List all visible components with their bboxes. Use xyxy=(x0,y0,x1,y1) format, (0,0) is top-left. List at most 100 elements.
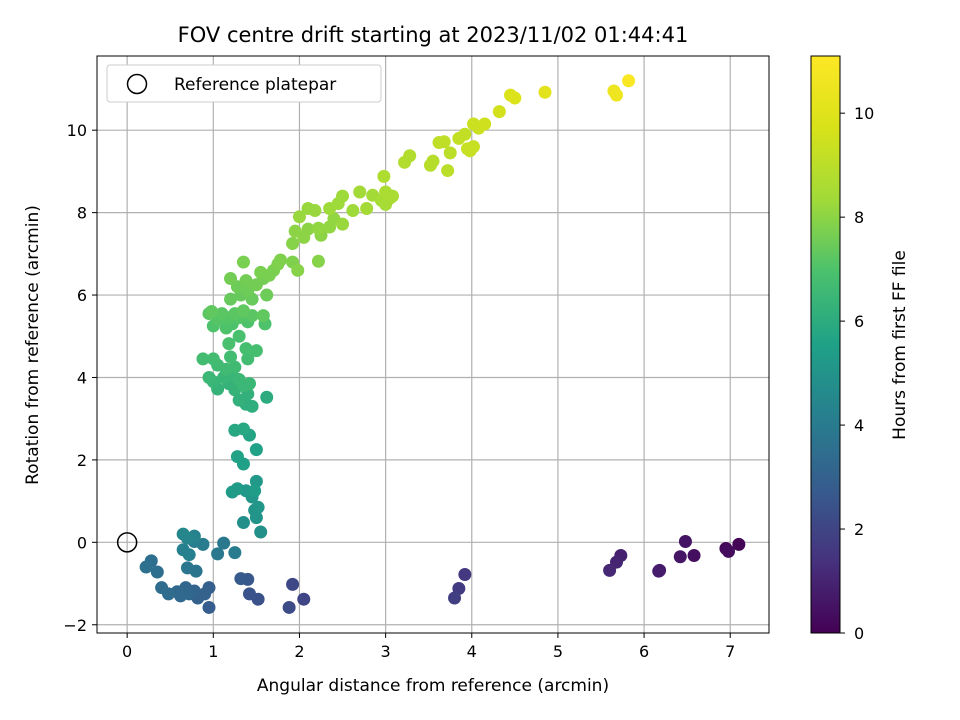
data-point xyxy=(215,307,229,321)
data-point xyxy=(448,591,462,605)
data-point xyxy=(460,142,474,156)
y-axis-title: Rotation from reference (arcmin) xyxy=(23,205,43,485)
chart-title: FOV centre drift starting at 2023/11/02 … xyxy=(178,23,689,47)
data-point xyxy=(311,254,325,268)
data-point xyxy=(301,222,315,236)
data-point xyxy=(292,210,306,224)
plot-frame xyxy=(96,55,770,634)
data-point xyxy=(239,274,253,288)
data-point xyxy=(353,185,367,199)
data-point xyxy=(180,561,194,575)
data-point xyxy=(678,535,692,549)
x-tick-label: 3 xyxy=(381,642,391,661)
data-point xyxy=(239,342,253,356)
y-tick-label: 8 xyxy=(77,204,87,223)
data-point xyxy=(386,189,400,203)
data-point xyxy=(242,377,256,391)
data-point xyxy=(297,592,311,606)
data-point xyxy=(311,221,325,235)
data-point xyxy=(260,390,274,404)
legend-box xyxy=(106,64,382,103)
x-tick-label: 0 xyxy=(122,642,132,661)
data-point xyxy=(622,74,636,88)
data-point xyxy=(228,360,242,374)
data-point xyxy=(286,577,300,591)
data-point xyxy=(360,201,374,215)
data-point xyxy=(652,564,666,578)
x-tick-label: 5 xyxy=(553,642,563,661)
data-point xyxy=(538,85,552,99)
colorbar-tick-label: 10 xyxy=(854,104,874,123)
data-point xyxy=(282,600,296,614)
reference-platepar-marker xyxy=(116,532,138,553)
data-point xyxy=(176,543,190,557)
data-point xyxy=(176,527,190,541)
data-point xyxy=(232,329,246,343)
data-point xyxy=(236,516,250,530)
data-point xyxy=(230,450,244,464)
data-point xyxy=(291,263,305,277)
colorbar-tick-label: 8 xyxy=(854,208,864,227)
data-point xyxy=(222,337,236,351)
data-point xyxy=(732,537,746,551)
data-point xyxy=(458,567,472,581)
data-point xyxy=(202,370,216,384)
legend-marker xyxy=(126,73,148,95)
data-point xyxy=(249,344,263,358)
data-point xyxy=(610,88,624,102)
colorbar: 0 2 4 6 8 10 Hours from first FF file xyxy=(810,55,910,643)
data-point xyxy=(217,536,231,550)
data-point xyxy=(603,563,617,577)
x-tick-label: 2 xyxy=(294,642,304,661)
data-point xyxy=(426,154,440,168)
data-point xyxy=(225,485,239,499)
data-point xyxy=(205,305,219,319)
colorbar-tick-label: 6 xyxy=(854,312,864,331)
y-tick-label: 2 xyxy=(77,451,87,470)
data-point xyxy=(673,550,687,564)
data-point xyxy=(224,292,238,306)
data-point xyxy=(254,525,268,539)
data-point xyxy=(722,544,736,558)
data-point xyxy=(377,169,391,183)
x-axis-title: Angular distance from reference (arcmin) xyxy=(257,676,609,696)
data-point xyxy=(150,565,164,579)
y-tick-label: 4 xyxy=(77,368,87,387)
data-point xyxy=(251,500,265,514)
y-tick-label: −2 xyxy=(63,616,87,635)
data-point xyxy=(492,105,506,119)
data-point xyxy=(234,572,248,586)
data-point xyxy=(336,189,350,203)
data-point xyxy=(236,255,250,269)
data-point xyxy=(262,268,276,282)
colorbar-tick-label: 2 xyxy=(854,520,864,539)
colorbar-tick-label: 0 xyxy=(854,624,864,643)
data-points xyxy=(139,74,746,614)
data-point xyxy=(687,549,701,563)
data-point xyxy=(139,560,153,574)
y-tick-label: 6 xyxy=(77,286,87,305)
legend: Reference platepar xyxy=(106,64,382,103)
data-point xyxy=(308,204,322,218)
data-point xyxy=(441,164,455,178)
x-tick-label: 6 xyxy=(639,642,649,661)
data-point xyxy=(224,272,238,286)
data-point xyxy=(286,237,300,251)
data-point xyxy=(346,204,360,218)
data-point xyxy=(224,350,238,364)
colorbar-gradient xyxy=(810,55,841,634)
data-point xyxy=(443,146,457,160)
data-point xyxy=(155,581,169,595)
data-point xyxy=(242,587,256,601)
data-point xyxy=(478,117,492,131)
x-tick-label: 7 xyxy=(725,642,735,661)
data-point xyxy=(458,127,472,141)
legend-label: Reference platepar xyxy=(174,75,336,95)
colorbar-title: Hours from first FF file xyxy=(890,250,910,440)
y-axis-ticks: −2 0 2 4 6 8 10 xyxy=(63,121,97,635)
colorbar-tick-label: 4 xyxy=(854,416,864,435)
data-point xyxy=(248,484,262,498)
x-axis-ticks: 0 1 2 3 4 5 6 7 xyxy=(122,633,735,661)
data-point xyxy=(249,443,263,457)
